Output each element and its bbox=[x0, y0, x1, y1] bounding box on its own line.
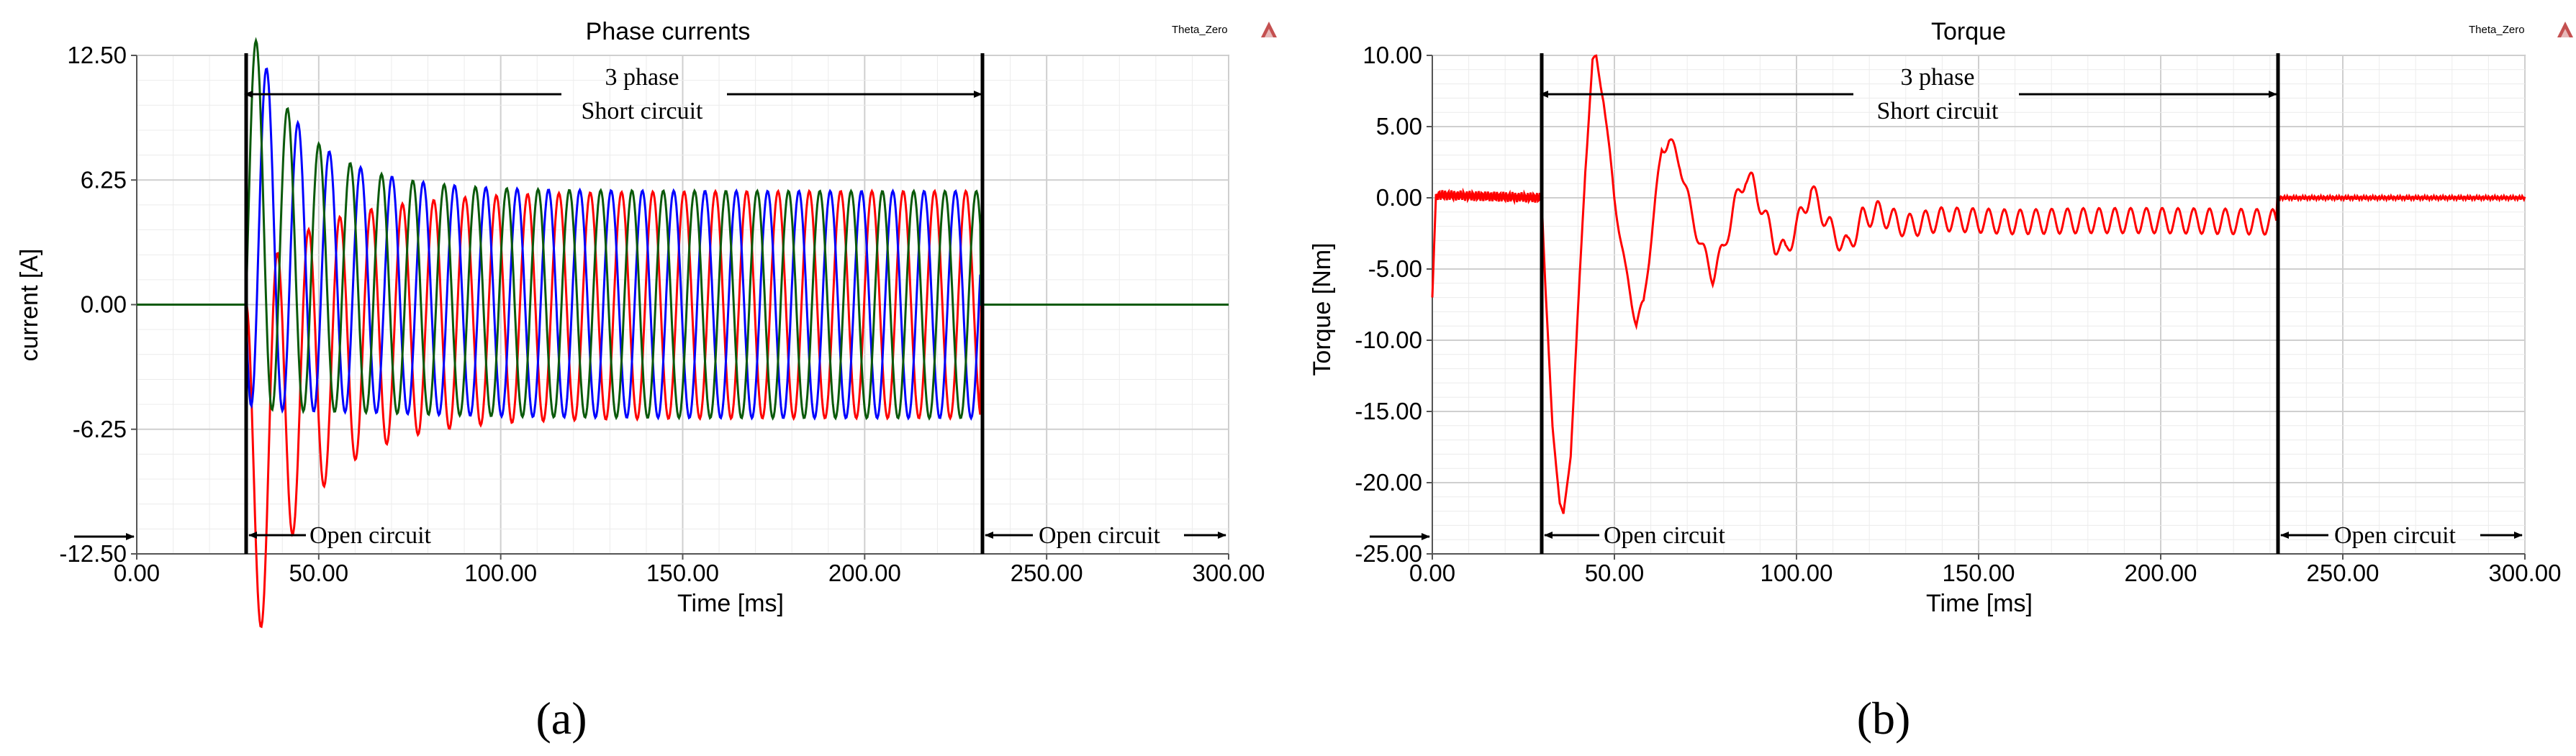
x-tick-label: 200.00 bbox=[828, 560, 901, 586]
series-tag: Theta_Zero bbox=[2469, 24, 2525, 36]
series-tag: Theta_Zero bbox=[1172, 24, 1228, 36]
series-layer bbox=[1431, 54, 2526, 514]
x-tick-label: 0.00 bbox=[1409, 560, 1455, 586]
y-tick-label: -6.25 bbox=[73, 416, 127, 442]
short-circuit-label-line2: Short circuit bbox=[1876, 98, 1999, 124]
y-axis-label: Torque [Nm] bbox=[1309, 242, 1336, 375]
y-tick-label: -12.50 bbox=[59, 540, 127, 567]
chart-title: Phase currents bbox=[586, 18, 751, 45]
x-tick-label: 50.00 bbox=[1585, 560, 1645, 586]
y-axis-label: current [A] bbox=[16, 249, 43, 362]
y-tick-label: -5.00 bbox=[1368, 255, 1422, 282]
x-tick-labels: 0.00 50.00 100.00 150.00 200.00 250.00 300.00 bbox=[114, 554, 1265, 586]
x-tick-label: 0.00 bbox=[114, 560, 160, 586]
x-tick-label: 200.00 bbox=[2125, 560, 2197, 586]
open-circuit-label-left: Open circuit bbox=[1604, 522, 1726, 549]
open-circuit-label-right: Open circuit bbox=[1039, 522, 1161, 549]
y-tick-label: -15.00 bbox=[1355, 398, 1422, 424]
short-circuit-label-line1: 3 phase bbox=[1901, 64, 1975, 91]
x-tick-label: 250.00 bbox=[2307, 560, 2380, 586]
x-tick-label: 250.00 bbox=[1011, 560, 1083, 586]
y-tick-labels: 10.00 5.00 0.00 -5.00 -10.00 -15.00 -20.00 -25.… bbox=[1355, 42, 1432, 567]
short-circuit-label-line1: 3 phase bbox=[605, 64, 679, 91]
x-tick-label: 300.00 bbox=[1193, 560, 1265, 586]
x-tick-label: 50.00 bbox=[289, 560, 349, 586]
y-tick-label: -10.00 bbox=[1355, 327, 1422, 353]
panel-label: (a) bbox=[535, 693, 587, 744]
y-tick-label: 0.00 bbox=[81, 291, 127, 318]
y-tick-label: 10.00 bbox=[1362, 42, 1422, 68]
y-tick-label: -25.00 bbox=[1355, 540, 1422, 567]
panel-label: (b) bbox=[1857, 693, 1911, 744]
logo-icon bbox=[2557, 22, 2573, 37]
series-layer bbox=[137, 37, 1229, 629]
chart-title: Torque bbox=[1931, 18, 2006, 45]
open-circuit-label-right: Open circuit bbox=[2334, 522, 2457, 549]
open-circuit-label-left: Open circuit bbox=[309, 522, 432, 549]
x-axis-label: Time [ms] bbox=[677, 590, 784, 617]
phase-currents-chart: 0.00 50.00 100.00 150.00 200.00 250.00 300.00 … bbox=[16, 18, 1277, 744]
torque-line bbox=[1431, 54, 2526, 514]
y-tick-label: 6.25 bbox=[81, 166, 127, 193]
y-tick-labels: 12.50 6.25 0.00 -6.25 -12.50 bbox=[59, 42, 137, 567]
torque-chart: 0.00 50.00 100.00 150.00 200.00 250.00 300.00 … bbox=[1309, 18, 2573, 744]
x-tick-label: 100.00 bbox=[1761, 560, 1833, 586]
y-tick-label: 12.50 bbox=[67, 42, 127, 68]
x-tick-labels: 0.00 50.00 100.00 150.00 200.00 250.00 300.00 bbox=[1409, 554, 2562, 586]
x-axis-label: Time [ms] bbox=[1926, 590, 2033, 617]
x-tick-label: 300.00 bbox=[2489, 560, 2562, 586]
x-tick-label: 100.00 bbox=[464, 560, 537, 586]
x-tick-label: 150.00 bbox=[646, 560, 719, 586]
y-tick-label: 0.00 bbox=[1376, 184, 1422, 211]
y-tick-label: -20.00 bbox=[1355, 469, 1422, 496]
short-circuit-label-line2: Short circuit bbox=[581, 98, 703, 124]
x-tick-label: 150.00 bbox=[1943, 560, 2015, 586]
logo-icon bbox=[1261, 22, 1277, 37]
y-tick-label: 5.00 bbox=[1376, 113, 1422, 140]
